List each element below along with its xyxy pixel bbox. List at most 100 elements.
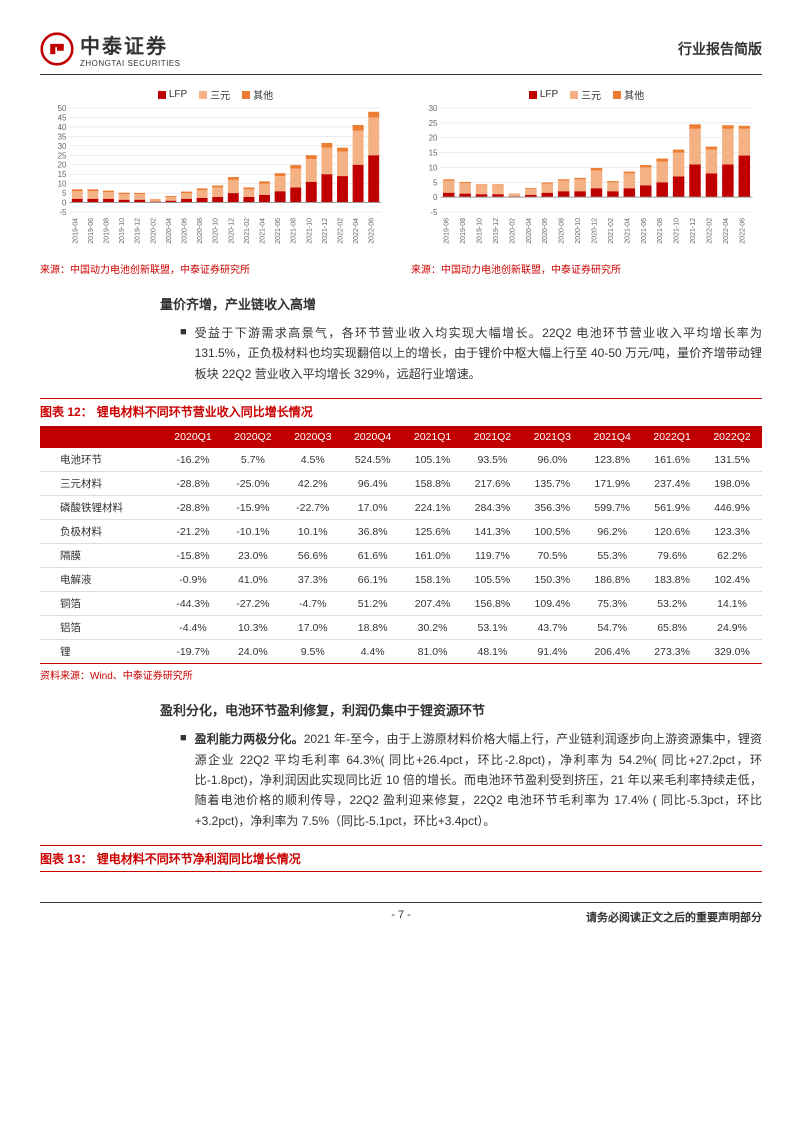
table-cell: -15.9% [223, 496, 283, 520]
svg-text:2020-10: 2020-10 [213, 218, 220, 244]
table-cell: 24.0% [223, 640, 283, 664]
logo-icon [40, 32, 74, 66]
table-header: 2020Q3 [283, 426, 343, 448]
chart-left: LFP三元其他 -5051015202530354045502019-04201… [40, 87, 391, 276]
section2-heading: 盈利分化，电池环节盈利修复，利润仍集中于锂资源环节 [160, 700, 762, 719]
chart-left-source: 来源：中国动力电池创新联盟，中泰证券研究所 [40, 261, 391, 276]
table-cell: -15.8% [163, 544, 223, 568]
table-cell: 55.3% [582, 544, 642, 568]
svg-text:2020-02: 2020-02 [509, 218, 516, 244]
svg-text:2020-04: 2020-04 [166, 218, 173, 244]
table-cell: 206.4% [582, 640, 642, 664]
table-cell: 三元材料 [40, 472, 163, 496]
table-cell: 24.9% [702, 616, 762, 640]
table-row: 铜箔-44.3%-27.2%-4.7%51.2%207.4%156.8%109.… [40, 592, 762, 616]
table-cell: 207.4% [403, 592, 463, 616]
svg-text:2019-10: 2019-10 [477, 218, 484, 244]
svg-text:2020-12: 2020-12 [592, 218, 599, 244]
table-cell: 141.3% [463, 520, 523, 544]
legend-item: 其他 [242, 87, 273, 102]
table-cell: 负极材料 [40, 520, 163, 544]
svg-text:2021-04: 2021-04 [260, 218, 267, 244]
table-cell: 9.5% [283, 640, 343, 664]
svg-text:2020-06: 2020-06 [182, 218, 189, 244]
table-cell: 237.4% [642, 472, 702, 496]
table-cell: 81.0% [403, 640, 463, 664]
table-header: 2020Q4 [343, 426, 403, 448]
company-logo: 中泰证券 ZHONGTAI SECURITIES [40, 30, 180, 68]
table-cell: 10.3% [223, 616, 283, 640]
svg-text:5: 5 [62, 189, 67, 198]
table-cell: 铜箔 [40, 592, 163, 616]
svg-text:25: 25 [429, 119, 438, 128]
table-cell: 123.3% [702, 520, 762, 544]
table-cell: 186.8% [582, 568, 642, 592]
table-cell: 17.0% [283, 616, 343, 640]
svg-text:15: 15 [429, 149, 438, 158]
table-row: 隔膜-15.8%23.0%56.6%61.6%161.0%119.7%70.5%… [40, 544, 762, 568]
table12-title-bar: 图表 12：锂电材料不同环节营业收入同比增长情况 [40, 398, 762, 422]
table-cell: 电池环节 [40, 448, 163, 472]
table-cell: 17.0% [343, 496, 403, 520]
svg-text:2020-08: 2020-08 [559, 218, 566, 244]
svg-text:2022-04: 2022-04 [723, 218, 730, 244]
table13-title: 锂电材料不同环节净利润同比增长情况 [97, 852, 301, 866]
table-cell: 70.5% [522, 544, 582, 568]
table-header: 2021Q2 [463, 426, 523, 448]
charts-row: LFP三元其他 -5051015202530354045502019-04201… [40, 87, 762, 276]
table-cell: 5.7% [223, 448, 283, 472]
table12: 2020Q12020Q22020Q32020Q42021Q12021Q22021… [40, 426, 762, 664]
svg-text:2021-06: 2021-06 [275, 218, 282, 244]
svg-text:2019-08: 2019-08 [460, 218, 467, 244]
table-cell: 62.2% [702, 544, 762, 568]
table-cell: 53.2% [642, 592, 702, 616]
table-cell: 284.3% [463, 496, 523, 520]
bullet-icon: ■ [180, 323, 187, 384]
table-cell: -10.1% [223, 520, 283, 544]
section2-text: 盈利能力两极分化。2021 年-至今，由于上游原材料价格大幅上行，产业链利润逐步… [195, 729, 762, 831]
table13-prefix: 图表 13： [40, 852, 93, 866]
svg-text:10: 10 [58, 180, 67, 189]
table-cell: 51.2% [343, 592, 403, 616]
table-cell: -4.4% [163, 616, 223, 640]
svg-text:2021-10: 2021-10 [674, 218, 681, 244]
table-cell: 102.4% [702, 568, 762, 592]
table12-source: 资料来源：Wind、中泰证券研究所 [40, 664, 762, 682]
page-header: 中泰证券 ZHONGTAI SECURITIES 行业报告简版 [40, 30, 762, 68]
svg-text:2019-06: 2019-06 [444, 218, 451, 244]
header-rule [40, 74, 762, 75]
table-cell: 56.6% [283, 544, 343, 568]
svg-text:2019-10: 2019-10 [119, 218, 126, 244]
table-row: 磷酸铁锂材料-28.8%-15.9%-22.7%17.0%224.1%284.3… [40, 496, 762, 520]
svg-text:15: 15 [58, 170, 67, 179]
table-cell: 131.5% [702, 448, 762, 472]
svg-text:2022-04: 2022-04 [353, 218, 360, 244]
svg-text:2019-04: 2019-04 [72, 218, 79, 244]
legend-item: 三元 [199, 87, 230, 102]
table-cell: 198.0% [702, 472, 762, 496]
table-row: 电解液-0.9%41.0%37.3%66.1%158.1%105.5%150.3… [40, 568, 762, 592]
footer-note: 请务必阅读正文之后的重要声明部分 [521, 909, 762, 925]
table-header: 2021Q1 [403, 426, 463, 448]
svg-text:2020-04: 2020-04 [526, 218, 533, 244]
table13-title-bar: 图表 13： 锂电材料不同环节净利润同比增长情况 [40, 845, 762, 872]
svg-text:2020-12: 2020-12 [228, 218, 235, 244]
table-cell: 96.4% [343, 472, 403, 496]
legend-item: 三元 [570, 87, 601, 102]
section1-heading: 量价齐增，产业链收入高增 [160, 294, 762, 313]
svg-text:2021-02: 2021-02 [608, 218, 615, 244]
table-cell: 161.0% [403, 544, 463, 568]
table-cell: 锂 [40, 640, 163, 664]
table-header: 2021Q3 [522, 426, 582, 448]
section1-bullet: ■ 受益于下游需求高景气，各环节营业收入均实现大幅增长。22Q2 电池环节营业收… [180, 323, 762, 384]
table-header: 2022Q1 [642, 426, 702, 448]
table-cell: 36.8% [343, 520, 403, 544]
table-cell: 100.5% [522, 520, 582, 544]
table-cell: 磷酸铁锂材料 [40, 496, 163, 520]
svg-text:2019-12: 2019-12 [135, 218, 142, 244]
table-cell: 30.2% [403, 616, 463, 640]
table-header: 2020Q1 [163, 426, 223, 448]
svg-text:2020-08: 2020-08 [197, 218, 204, 244]
table12-prefix: 图表 12： [40, 405, 93, 419]
table-cell: 446.9% [702, 496, 762, 520]
